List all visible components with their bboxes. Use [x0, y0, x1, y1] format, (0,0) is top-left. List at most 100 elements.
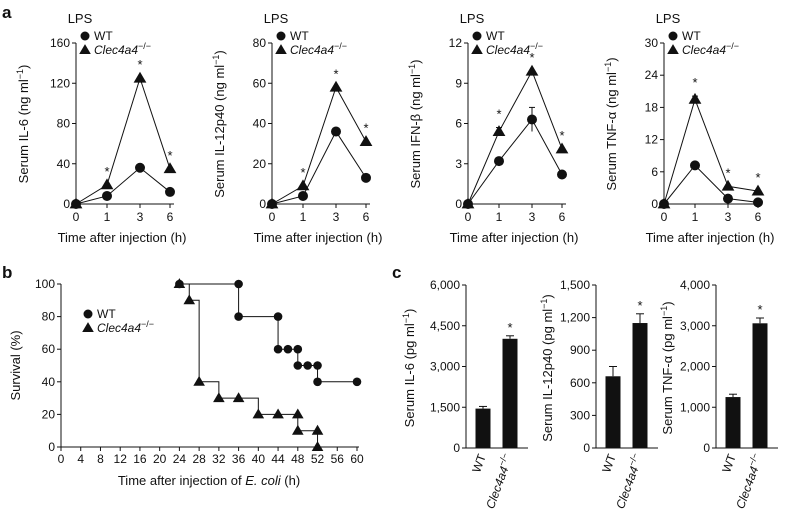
survival-point-wt [283, 344, 293, 354]
y-tick-label: 40 [253, 117, 267, 131]
x-tick-label: 56 [331, 452, 345, 466]
legend-ko-label: Clec4a4−/− [486, 41, 543, 57]
category-ko-name: Clec4a4 [733, 464, 761, 510]
survival-point-wt [352, 377, 362, 387]
legend-wt-label: WT [682, 29, 701, 43]
significance-star: * [167, 148, 172, 163]
x-tick-label: 60 [350, 452, 364, 466]
y-tick-label: 18 [645, 100, 659, 114]
survival-point-wt [234, 279, 243, 289]
y-axis-label: Serum IFN-β (ng ml−1) [407, 60, 423, 189]
x-tick-label: 12 [114, 452, 128, 466]
y-tick-label: 20 [253, 157, 267, 171]
x-tick-label: 0 [269, 210, 276, 224]
y-tick-label: 6,000 [430, 278, 460, 292]
legend-wt-label: WT [94, 29, 113, 43]
survival-point-ko [183, 294, 196, 305]
y-tick-label: 1,000 [680, 400, 710, 414]
y-label-end: ) [604, 57, 619, 61]
y-tick-label: 0 [48, 440, 55, 454]
x-label-pre: Time after injection of [118, 473, 245, 488]
legend-ko-sup: −/− [334, 41, 347, 51]
data-point-wt [723, 193, 733, 204]
data-point-ko [329, 80, 343, 92]
x-tick-label: 1 [300, 210, 307, 224]
y-tick-label: 2,000 [680, 360, 710, 374]
survival-point-wt [313, 361, 322, 370]
y-tick-label: 6 [455, 117, 462, 131]
y-tick-label: 30 [645, 36, 659, 50]
survival-point-ko [173, 278, 186, 288]
significance-star: * [300, 165, 305, 180]
y-tick-label: 60 [253, 76, 267, 90]
y-label-sup: −1 [539, 299, 549, 309]
y-tick-label: 4,500 [430, 319, 460, 333]
data-point-wt [102, 190, 112, 201]
data-point-wt [135, 162, 145, 173]
category-label: WT [469, 452, 489, 475]
category-ko-sup: −/− [626, 452, 640, 468]
x-tick-label: 0 [661, 210, 668, 224]
y-label-sup: −1 [211, 55, 221, 65]
significance-star: * [333, 66, 338, 81]
legend-ko-name: Clec4a4 [94, 43, 138, 57]
y-axis-label: Serum IL-6 (ng ml−1) [15, 65, 31, 184]
y-tick-label: 80 [253, 36, 267, 50]
data-point-ko [525, 64, 539, 76]
bar-ko [502, 338, 518, 448]
x-tick-label: 6 [559, 210, 566, 224]
x-tick-label: 24 [173, 452, 187, 466]
series-line-ko [467, 69, 563, 205]
data-point-wt [527, 114, 537, 125]
y-tick-label: 4,000 [680, 278, 710, 292]
y-label-end: ) [660, 301, 675, 305]
significance-star: * [755, 170, 760, 185]
survival-line-wt [179, 283, 357, 383]
series-line-ko [663, 97, 759, 205]
legend-wt-marker [276, 31, 286, 41]
significance-star: * [137, 57, 142, 72]
x-tick-label: 3 [333, 210, 340, 224]
survival-point-wt [293, 361, 303, 370]
panel-label-c: c [392, 263, 401, 282]
x-tick-label: 1 [692, 210, 699, 224]
chart-title: LPS [264, 11, 289, 26]
series-line-wt [271, 130, 367, 205]
y-label-sup: −1 [603, 62, 613, 72]
y-label-main: Serum IL-12p40 (pg ml [540, 309, 555, 442]
significance-star: * [757, 302, 762, 317]
y-tick-label: 3,000 [680, 319, 710, 333]
legend-ko-name: Clec4a4 [486, 43, 530, 57]
legend-ko-marker [471, 44, 483, 54]
y-tick-label: 24 [645, 68, 659, 82]
bar-wt [605, 376, 621, 448]
chart-c-il12: 0 300 600 900 1,200 1,500 Serum IL-12p40 (pg m… [539, 278, 658, 511]
y-label-end: ) [16, 65, 31, 69]
data-point-wt [165, 186, 175, 197]
y-label-main: Serum IL-6 (pg ml [402, 323, 417, 427]
x-tick-label: 3 [137, 210, 144, 224]
series-line-wt [75, 167, 171, 205]
y-tick-label: 40 [42, 375, 56, 389]
data-point-wt [298, 190, 308, 201]
data-point-ko [100, 178, 114, 190]
y-tick-label: 80 [42, 310, 56, 324]
survival-point-ko [292, 424, 304, 435]
legend-wt-label: WT [290, 29, 309, 43]
survival-point-wt [273, 312, 283, 321]
significance-star: * [363, 121, 368, 136]
legend-ko-sup: −/− [530, 41, 543, 51]
legend-wt-marker [83, 309, 93, 319]
survival-point-wt [273, 344, 283, 354]
data-point-ko [492, 125, 506, 136]
chart-title: LPS [656, 11, 681, 26]
x-tick-label: 6 [363, 210, 370, 224]
y-tick-label: 0 [583, 441, 590, 455]
bar-ko [752, 323, 768, 448]
x-tick-label: 28 [192, 452, 206, 466]
y-label-main: Serum IL-12p40 (ng ml [212, 65, 227, 198]
significance-star: * [725, 165, 730, 180]
